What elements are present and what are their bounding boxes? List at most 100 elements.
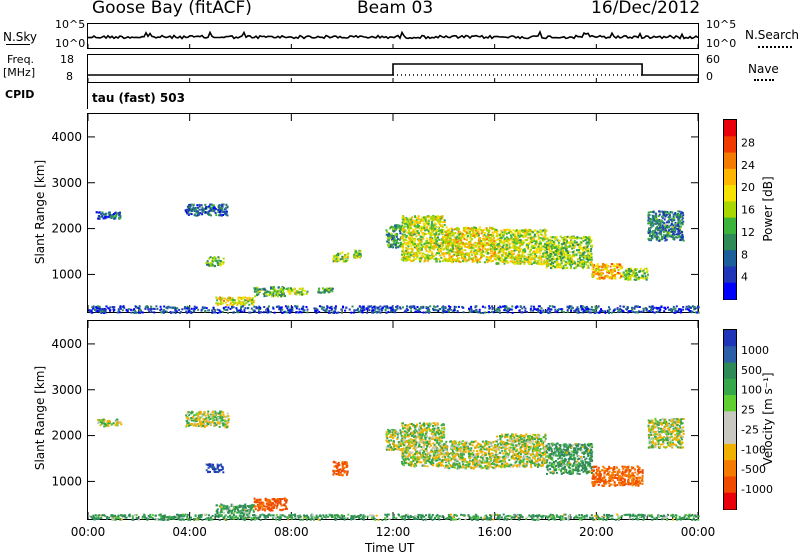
- data-cell: [646, 308, 648, 310]
- data-cell: [398, 242, 400, 244]
- data-cell: [448, 231, 450, 233]
- data-cell: [491, 227, 493, 229]
- data-cell: [426, 250, 428, 252]
- data-cell: [568, 261, 570, 263]
- data-cell: [468, 230, 470, 232]
- data-cell: [113, 309, 115, 311]
- data-cell: [326, 290, 328, 292]
- data-cell: [439, 261, 441, 263]
- data-cell: [655, 213, 657, 215]
- data-cell: [213, 311, 215, 313]
- data-cell: [101, 310, 103, 312]
- data-cell: [555, 246, 557, 248]
- data-cell: [577, 312, 579, 314]
- data-cell: [344, 254, 346, 256]
- data-cell: [596, 278, 598, 280]
- data-cell: [638, 278, 640, 280]
- data-cell: [580, 259, 582, 261]
- data-cell: [410, 254, 412, 256]
- data-cell: [457, 260, 459, 262]
- data-cell: [396, 306, 398, 308]
- data-cell: [590, 250, 592, 252]
- data-cell: [466, 246, 468, 248]
- data-cell: [430, 238, 432, 240]
- data-cell: [560, 259, 562, 261]
- data-cell: [106, 306, 108, 308]
- data-cell: [411, 216, 413, 218]
- data-cell: [530, 305, 532, 307]
- data-cell: [449, 228, 451, 230]
- data-cell: [524, 308, 526, 310]
- data-cell: [418, 232, 420, 234]
- data-cell: [148, 311, 150, 313]
- data-cell: [331, 290, 333, 292]
- data-cell: [527, 231, 529, 233]
- data-cell: [210, 423, 212, 425]
- data-cell: [218, 205, 220, 207]
- data-cell: [278, 305, 280, 307]
- data-cell: [488, 257, 490, 259]
- data-cell: [268, 305, 270, 307]
- data-cell: [500, 230, 502, 232]
- data-cell: [402, 306, 404, 308]
- data-cell: [428, 309, 430, 311]
- data-cell: [465, 260, 467, 262]
- data-cell: [328, 289, 330, 291]
- data-cell: [275, 290, 277, 292]
- data-cell: [295, 311, 297, 313]
- data-cell: [513, 229, 515, 231]
- data-cell: [544, 231, 546, 233]
- data-cell: [613, 310, 615, 312]
- data-cell: [353, 255, 355, 257]
- data-cell: [473, 257, 475, 259]
- data-cell: [649, 233, 651, 235]
- data-cell: [211, 309, 213, 311]
- data-cell: [535, 245, 537, 247]
- data-cell: [535, 243, 537, 245]
- data-cell: [480, 257, 482, 259]
- data-cell: [650, 309, 652, 311]
- data-cell: [544, 263, 546, 265]
- data-cell: [554, 311, 556, 313]
- data-cell: [625, 275, 627, 277]
- data-cell: [547, 247, 549, 249]
- data-cell: [679, 227, 681, 229]
- data-cell: [630, 270, 632, 272]
- data-cell: [643, 309, 645, 311]
- data-cell: [611, 278, 613, 280]
- data-cell: [509, 255, 511, 257]
- data-cell: [429, 219, 431, 221]
- data-cell: [572, 251, 574, 253]
- data-cell: [644, 273, 646, 275]
- data-cell: [118, 310, 120, 312]
- data-cell: [400, 308, 402, 310]
- data-cell: [219, 211, 221, 213]
- data-cell: [258, 311, 260, 313]
- data-cell: [629, 279, 631, 281]
- data-cell: [507, 242, 509, 244]
- data-cell: [680, 239, 682, 241]
- data-cell: [552, 306, 554, 308]
- data-cell: [468, 227, 470, 229]
- data-cell: [591, 246, 593, 248]
- data-cell: [119, 215, 121, 217]
- data-cell: [505, 257, 507, 259]
- data-cell: [420, 236, 422, 238]
- data-cell: [227, 307, 229, 309]
- data-cell: [439, 216, 441, 218]
- data-cell: [222, 211, 224, 213]
- data-cell: [394, 311, 396, 313]
- data-cell: [547, 255, 549, 257]
- data-cell: [418, 218, 420, 220]
- data-cell: [592, 310, 594, 312]
- data-cell: [680, 311, 682, 313]
- data-cell: [409, 239, 411, 241]
- data-cell: [593, 266, 595, 268]
- data-cell: [291, 306, 293, 308]
- y-tick-label: 3000: [51, 383, 82, 397]
- data-cell: [191, 308, 193, 310]
- data-cell: [489, 307, 491, 309]
- data-cell: [556, 258, 558, 260]
- data-cell: [417, 306, 419, 308]
- data-cell: [489, 242, 491, 244]
